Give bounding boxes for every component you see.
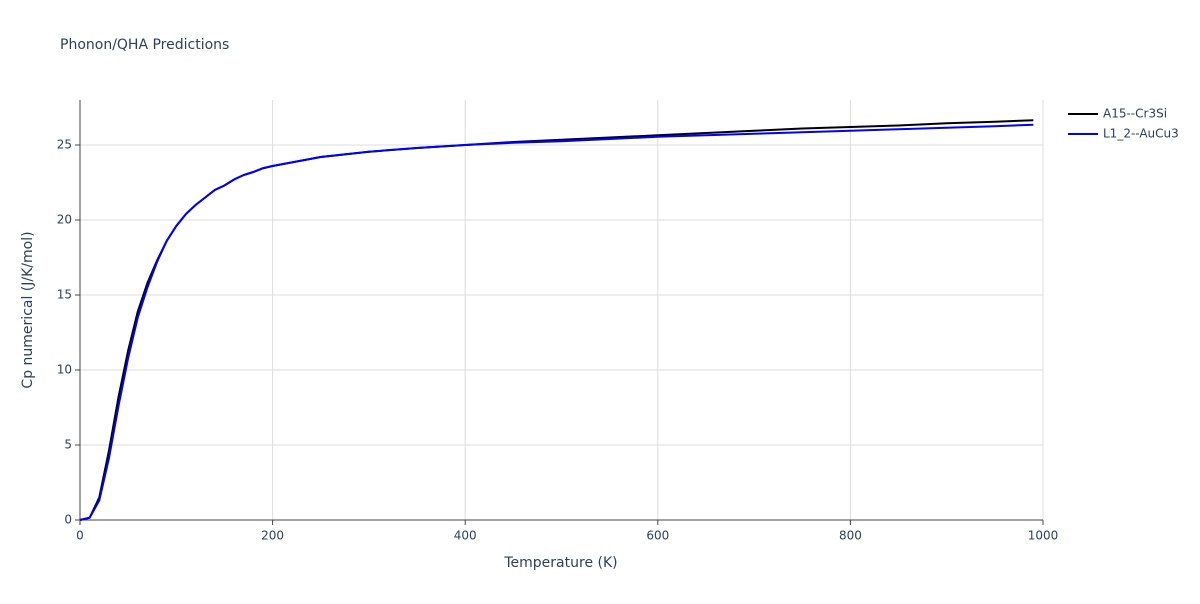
chart-title: Phonon/QHA Predictions <box>60 37 229 53</box>
y-tick-label: 5 <box>64 438 72 452</box>
x-tick-label: 0 <box>76 529 84 543</box>
legend-label: A15--Cr3Si <box>1103 107 1167 121</box>
y-axis-title: Cp numerical (J/K/mol) <box>20 231 36 388</box>
x-tick-label: 1000 <box>1028 529 1059 543</box>
x-tick-label: 600 <box>646 529 669 543</box>
y-tick-label: 20 <box>57 213 72 227</box>
data-line <box>79 119 1034 521</box>
legend-label: L1_2--AuCu3 <box>1103 127 1179 141</box>
y-tick-label: 25 <box>57 138 72 152</box>
x-tick-label: 400 <box>454 529 477 543</box>
x-tick-label: 800 <box>839 529 862 543</box>
x-axis-title: Temperature (K) <box>503 555 617 571</box>
data-line <box>79 123 1034 521</box>
y-tick-label: 10 <box>57 363 72 377</box>
y-tick-label: 15 <box>57 288 72 302</box>
x-tick-label: 200 <box>261 529 284 543</box>
y-tick-label: 0 <box>64 513 72 527</box>
